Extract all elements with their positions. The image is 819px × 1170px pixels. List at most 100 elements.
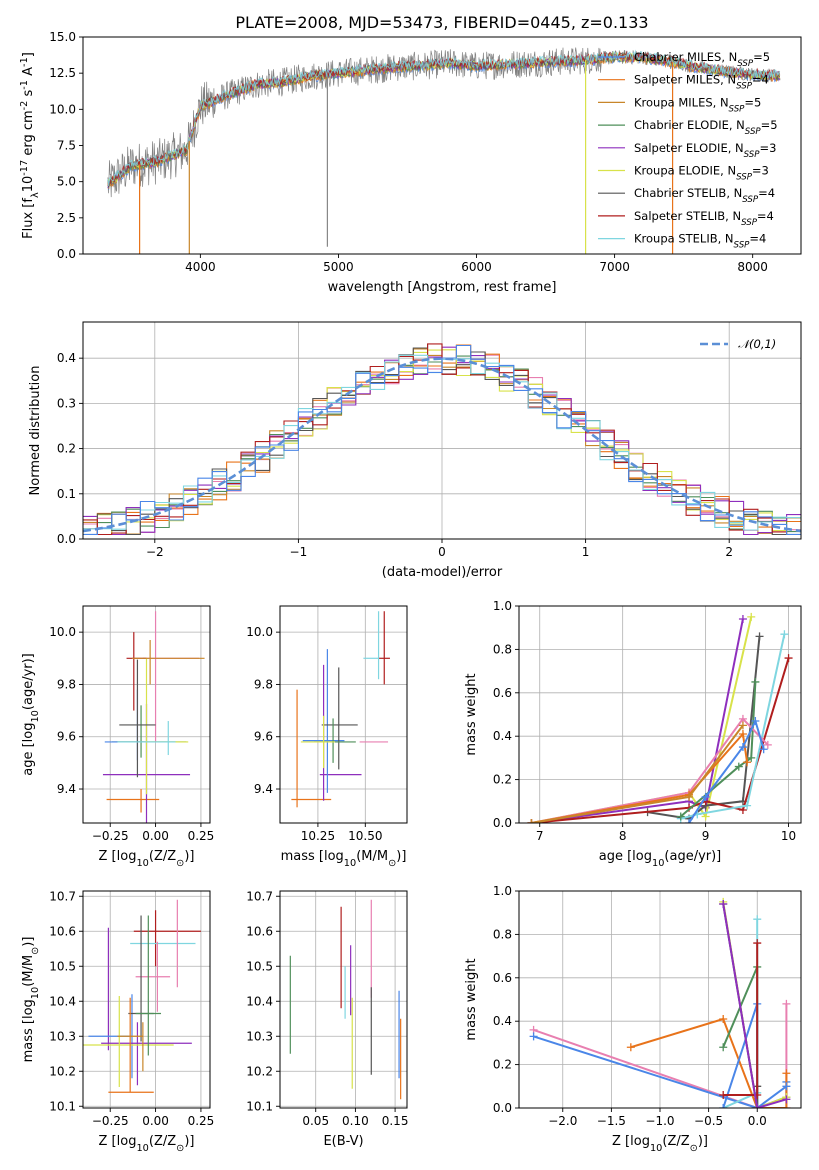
axes-background [83, 37, 801, 254]
y-tick-label: 1.0 [493, 884, 512, 898]
axes-frame [279, 605, 408, 824]
x-axis-label: mass [log10(M/M⊙)] [281, 849, 407, 869]
massweight-vs-age-panel: 7 8 9 10 0.0 0.2 0.4 0.6 0.8 1.0 age [log10(age/yr… [464, 599, 802, 869]
mass-weight-marker [782, 999, 791, 1008]
x-tick-label: 0.00 [142, 1114, 169, 1128]
mass-weight-marker [753, 939, 762, 948]
legend-label: Salpeter STELIB, NSSP=4 [634, 209, 774, 228]
legend-label: Kroupa MILES, NSSP=5 [634, 95, 761, 114]
y-tick-label: 10.6 [246, 924, 273, 938]
y-tick-label: 10.5 [49, 959, 76, 973]
y-tick-label: 0.4 [493, 729, 512, 743]
x-axis-label: E(B-V) [323, 1134, 363, 1149]
y-tick-label: 10.1 [49, 1099, 76, 1113]
legend-label: Chabrier STELIB, NSSP=4 [634, 186, 775, 205]
x-axis-label: wavelength [Angstrom, rest frame] [328, 280, 557, 295]
mass-vs-reddening-panel: 0.05 0.10 0.15 10.1 10.2 10.3 10.4 10.5 10.6 10.7… [246, 889, 408, 1149]
x-tick-label: 0.00 [142, 829, 169, 843]
mass-weight-marker [626, 1043, 635, 1052]
y-tick-label: 0.6 [493, 686, 512, 700]
y-tick-label: 0.8 [493, 642, 512, 656]
mass-weight-marker [782, 1069, 791, 1078]
x-tick-label: 0 [438, 545, 446, 559]
mass-weight-marker [719, 1015, 728, 1024]
x-tick-label: 0.25 [188, 1114, 215, 1128]
y-tick-label: 0.0 [493, 1101, 512, 1115]
y-axis-label: age [log10(age/yr)] [21, 653, 41, 776]
x-tick-label: 7000 [599, 260, 630, 274]
mass-weight-marker [763, 740, 772, 749]
mass-weight-line [680, 633, 786, 820]
mass-weight-marker [676, 812, 685, 821]
x-tick-label: 8000 [737, 260, 768, 274]
mass-weight-marker [753, 915, 762, 924]
mass-weight-marker [738, 615, 747, 624]
mass-vs-metallicity-panel: −0.25 0.00 0.25 10.1 10.2 10.3 10.4 10.5 10.6 10.… [21, 889, 214, 1153]
x-axis-label: Z [log10(Z/Z⊙)] [99, 849, 195, 869]
y-axis-label: mass weight [464, 958, 479, 1040]
spectrum-panel: Chabrier MILES, NSSP=5 Salpeter MILES, NS… [18, 13, 802, 295]
mass-weight-marker [719, 1090, 728, 1099]
chart-title: PLATE=2008, MJD=53473, FIBERID=0445, z=0… [235, 13, 648, 32]
y-tick-label: 9.8 [254, 677, 273, 691]
y-tick-label: 0.2 [493, 1058, 512, 1072]
legend-label: Chabrier MILES, NSSP=5 [634, 50, 770, 69]
legend-label: Chabrier ELODIE, NSSP=5 [634, 118, 778, 137]
x-axis-label: Z [log10(Z/Z⊙)] [99, 1134, 195, 1154]
x-tick-label: −2 [146, 545, 164, 559]
y-axis-label: Flux [fλ10-17 erg cm-2 s-1 A-1] [18, 52, 40, 239]
x-axis-label: Z [log10(Z/Z⊙)] [612, 1134, 708, 1154]
y-tick-label: 2.5 [57, 211, 76, 225]
x-tick-label: −2.0 [548, 1114, 577, 1128]
plot-area [83, 343, 801, 536]
y-tick-label: 10.4 [246, 994, 273, 1008]
x-tick-label: 2 [725, 545, 733, 559]
plot-area [83, 899, 201, 1093]
y-tick-label: 10.0 [49, 102, 76, 116]
mass-weight-marker [780, 630, 789, 639]
axes-background [280, 606, 407, 823]
residuals-histogram-panel: 𝒩(0,1) −2 −1 0 1 2 0.0 0.1 0.2 0.3 0.4 (data-model)… [28, 321, 802, 580]
legend-label: Kroupa STELIB, NSSP=4 [634, 232, 766, 251]
x-axis-label: age [log10(age/yr)] [599, 849, 722, 869]
mass-weight-line [531, 717, 769, 823]
mass-weight-marker [738, 730, 747, 739]
x-tick-label: 4000 [185, 260, 216, 274]
y-axis-label: mass [log10(M/M⊙)] [21, 937, 41, 1063]
y-tick-label: 0.0 [57, 247, 76, 261]
mass-weight-marker [751, 717, 760, 726]
x-tick-label: −0.5 [694, 1114, 723, 1128]
mass-weight-line [531, 731, 749, 823]
x-tick-label: −0.25 [92, 1114, 129, 1128]
y-tick-label: 10.7 [49, 889, 76, 903]
massweight-vs-metallicity-panel: −2.0 −1.5 −1.0 −0.5 0.0 0.0 0.2 0.4 0.6 0.8 1.0 Z [… [464, 884, 802, 1154]
x-tick-label: 10 [781, 829, 796, 843]
mass-weight-marker [753, 1104, 762, 1108]
y-tick-label: 0.4 [493, 1014, 512, 1028]
x-tick-label: −1.0 [645, 1114, 674, 1128]
mass-weight-marker [751, 677, 760, 686]
y-tick-label: 0.2 [493, 773, 512, 787]
axes-frame [279, 890, 408, 1109]
y-tick-label: 5.0 [57, 175, 76, 189]
y-tick-label: 10.7 [246, 889, 273, 903]
y-tick-label: 7.5 [57, 139, 76, 153]
age-vs-metallicity-panel: −0.25 0.00 0.25 9.4 9.6 9.8 10.0 Z [log10(Z/Z⊙)… [21, 605, 214, 869]
y-tick-label: 9.4 [57, 782, 76, 796]
axes-frame [82, 890, 211, 1109]
y-tick-label: 9.4 [254, 782, 273, 796]
y-tick-label: 10.1 [246, 1099, 273, 1113]
x-tick-label: 0.0 [748, 1114, 767, 1128]
y-axis-label: Normed distribution [28, 366, 43, 496]
x-tick-label: −0.25 [92, 829, 129, 843]
y-tick-label: 10.6 [49, 924, 76, 938]
x-tick-label: −1 [290, 545, 308, 559]
y-tick-label: 0.3 [57, 396, 76, 410]
x-tick-label: 1 [582, 545, 590, 559]
y-tick-label: 0.0 [57, 532, 76, 546]
y-tick-label: 0.1 [57, 487, 76, 501]
y-tick-label: 0.6 [493, 971, 512, 985]
mass-weight-marker [759, 745, 768, 754]
axes-background [280, 891, 407, 1108]
